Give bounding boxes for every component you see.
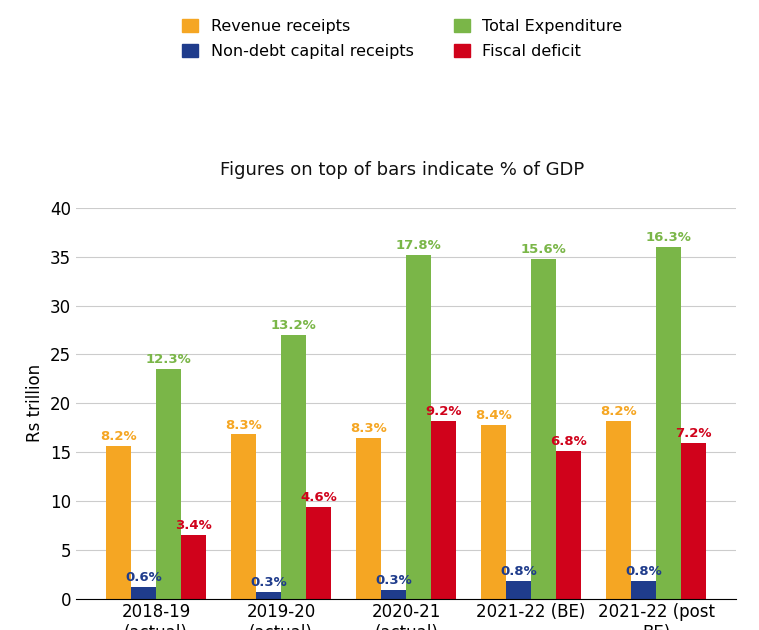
Bar	[631, 581, 657, 598]
Bar	[681, 444, 706, 598]
Text: Figures on top of bars indicate % of GDP: Figures on top of bars indicate % of GDP	[220, 161, 584, 179]
Bar	[106, 446, 131, 598]
Text: 6.8%: 6.8%	[550, 435, 587, 448]
Text: 8.3%: 8.3%	[350, 423, 387, 435]
Bar	[506, 581, 531, 598]
Bar	[281, 335, 306, 598]
Text: 15.6%: 15.6%	[521, 243, 566, 256]
Text: 0.6%: 0.6%	[125, 571, 162, 585]
Text: 0.8%: 0.8%	[625, 565, 662, 578]
Bar	[606, 421, 631, 598]
Text: 17.8%: 17.8%	[395, 239, 442, 252]
Text: 8.4%: 8.4%	[475, 409, 512, 421]
Bar	[131, 587, 156, 598]
Bar	[231, 435, 256, 598]
Bar	[306, 507, 331, 598]
Text: 13.2%: 13.2%	[271, 319, 317, 332]
Bar	[481, 425, 506, 598]
Bar	[657, 247, 681, 598]
Bar	[181, 535, 206, 598]
Text: 16.3%: 16.3%	[646, 231, 691, 244]
Text: 8.3%: 8.3%	[225, 418, 262, 432]
Text: 8.2%: 8.2%	[600, 405, 637, 418]
Text: 9.2%: 9.2%	[425, 405, 461, 418]
Bar	[256, 592, 281, 598]
Bar	[431, 421, 456, 598]
Bar	[381, 590, 406, 598]
Bar	[556, 451, 581, 598]
Text: 0.3%: 0.3%	[250, 576, 287, 589]
Y-axis label: Rs trillion: Rs trillion	[27, 364, 44, 442]
Text: 0.3%: 0.3%	[375, 574, 412, 587]
Text: 8.2%: 8.2%	[100, 430, 137, 444]
Bar	[406, 255, 431, 598]
Bar	[531, 259, 556, 598]
Bar	[356, 438, 381, 598]
Legend: Revenue receipts, Non-debt capital receipts, Total Expenditure, Fiscal deficit: Revenue receipts, Non-debt capital recei…	[178, 14, 627, 64]
Text: 12.3%: 12.3%	[146, 353, 191, 366]
Text: 4.6%: 4.6%	[300, 491, 337, 504]
Bar	[156, 369, 181, 598]
Text: 3.4%: 3.4%	[175, 519, 212, 532]
Text: 7.2%: 7.2%	[676, 427, 712, 440]
Text: 0.8%: 0.8%	[500, 565, 537, 578]
